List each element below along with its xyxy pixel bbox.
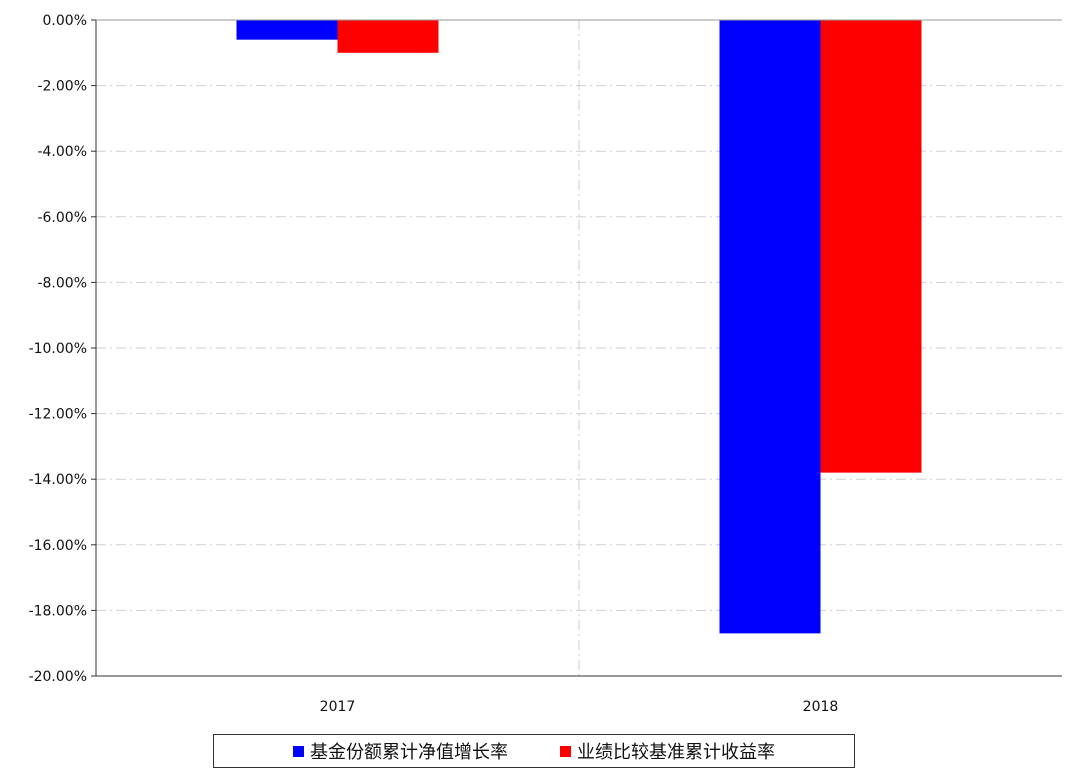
- y-tick-label: -10.00%: [29, 341, 87, 357]
- bar-chart: 0.00% -2.00% -4.00% -6.00% -8.00% -10.00% -12.…: [29, 13, 1062, 715]
- y-tick-label: -14.00%: [29, 472, 87, 488]
- bar-2017-series-0: [236, 20, 338, 40]
- y-tick-label: -12.00%: [29, 407, 87, 423]
- legend: 基金份额累计净值增长率 业绩比较基准累计收益率: [213, 734, 855, 768]
- y-tick-label: -8.00%: [37, 275, 87, 291]
- bar-2018-series-1: [820, 20, 922, 473]
- x-tick-labels: 2017 2018: [320, 699, 839, 715]
- y-tick-label: 0.00%: [43, 13, 87, 29]
- legend-label-series-1: 业绩比较基准累计收益率: [577, 742, 775, 763]
- y-tick-labels: 0.00% -2.00% -4.00% -6.00% -8.00% -10.00% -12.…: [29, 13, 87, 685]
- x-tick-label: 2017: [320, 699, 356, 715]
- bar-2017-series-1: [337, 20, 439, 53]
- bar-2018-series-0: [719, 20, 821, 634]
- y-tick-label: -16.00%: [29, 538, 87, 554]
- y-tick-label: -4.00%: [37, 144, 87, 160]
- legend-swatch-red: [560, 745, 571, 757]
- y-tick-label: -2.00%: [37, 79, 87, 95]
- legend-item-series-1: 业绩比较基准累计收益率: [560, 738, 775, 764]
- y-tick-label: -20.00%: [29, 669, 87, 685]
- legend-label-series-0: 基金份额累计净值增长率: [310, 742, 508, 763]
- axes: [91, 19, 1062, 677]
- grid-lines: [96, 20, 1062, 676]
- x-tick-label: 2018: [803, 699, 839, 715]
- legend-item-series-0: 基金份额累计净值增长率: [293, 738, 508, 764]
- y-tick-label: -18.00%: [29, 603, 87, 619]
- bars: [236, 20, 922, 634]
- legend-swatch-blue: [293, 745, 304, 757]
- y-tick-label: -6.00%: [37, 210, 87, 226]
